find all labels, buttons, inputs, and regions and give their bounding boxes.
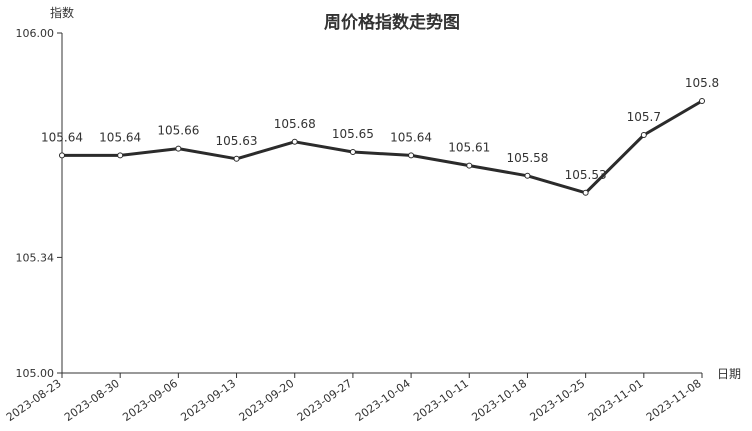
- x-tick-label: 2023-09-27: [295, 377, 355, 424]
- data-point: [175, 145, 182, 152]
- x-tick-label: 2023-09-06: [120, 377, 180, 424]
- data-point: [59, 152, 65, 159]
- x-tick-label: 2023-10-11: [411, 377, 471, 424]
- data-label: 105.64: [390, 130, 432, 144]
- data-label: 105.64: [99, 130, 141, 144]
- x-tick-label: 2023-10-04: [353, 377, 413, 424]
- data-point: [291, 138, 298, 145]
- y-axis-label: 指数: [50, 5, 74, 20]
- data-point: [466, 162, 473, 169]
- x-tick-label: 2023-10-25: [528, 377, 588, 424]
- x-tick-label: 2023-09-20: [237, 377, 297, 424]
- data-point: [640, 132, 647, 138]
- data-label: 105.65: [332, 127, 374, 141]
- data-label: 105.8: [685, 76, 719, 90]
- y-tick-label: 106.00: [16, 27, 55, 40]
- y-tick-label: 105.34: [16, 251, 55, 264]
- x-tick-label: 2023-08-30: [62, 377, 122, 424]
- x-tick-label: 2023-10-18: [469, 377, 529, 424]
- chart-title: 周价格指数走势图: [324, 12, 460, 33]
- data-label: 105.53: [565, 168, 607, 182]
- data-label: 105.61: [448, 141, 490, 155]
- x-tick-label: 2023-09-13: [178, 377, 238, 424]
- data-point: [408, 152, 415, 159]
- data-point: [233, 155, 240, 162]
- data-label: 105.68: [274, 117, 316, 131]
- x-axis-label: 日期: [717, 367, 741, 381]
- data-point: [582, 189, 589, 196]
- x-tick-label: 2023-11-01: [586, 377, 646, 424]
- data-point: [349, 149, 356, 155]
- data-point: [117, 152, 124, 159]
- data-label: 105.7: [627, 110, 661, 124]
- y-tick-label: 105.00: [16, 367, 55, 380]
- data-label: 105.64: [41, 130, 83, 144]
- data-point: [699, 98, 705, 104]
- series-line: [62, 99, 703, 195]
- data-label: 105.66: [157, 124, 199, 138]
- x-tick-label: 2023-11-08: [644, 377, 704, 424]
- data-label: 105.58: [506, 151, 548, 165]
- data-point: [524, 172, 531, 179]
- x-tick-label: 2023-08-23: [4, 377, 64, 424]
- data-label: 105.63: [216, 134, 258, 148]
